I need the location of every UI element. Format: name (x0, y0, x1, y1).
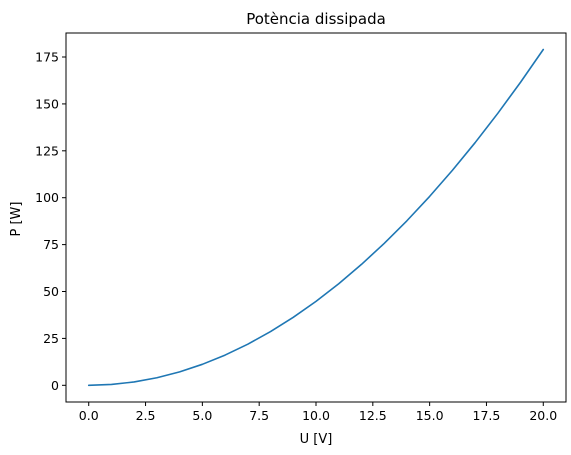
y-tick-label: 50 (43, 284, 59, 299)
x-tick-label: 12.5 (359, 408, 387, 423)
y-tick-label: 125 (35, 143, 59, 158)
x-tick-label: 15.0 (416, 408, 444, 423)
x-tick-label: 17.5 (473, 408, 501, 423)
x-tick-label: 0.0 (79, 408, 99, 423)
series-line (87, 48, 545, 387)
y-axis: 0 25 50 75 100 125 150 175 (35, 50, 66, 393)
y-axis-label: P [W] (9, 202, 24, 237)
y-tick-label: 100 (35, 190, 59, 205)
chart-title: Potència dissipada (246, 10, 386, 28)
x-tick-label: 20.0 (529, 408, 557, 423)
y-tick-label: 150 (35, 96, 59, 111)
y-tick-label: 25 (43, 331, 59, 346)
x-tick-label: 2.5 (136, 408, 156, 423)
x-axis: 0.0 2.5 5.0 7.5 10.0 12.5 15.0 17.5 20.0 (79, 402, 557, 423)
plot-area (87, 48, 545, 387)
y-tick-label: 75 (43, 237, 59, 252)
x-tick-label: 7.5 (249, 408, 269, 423)
y-tick-label: 0 (51, 378, 59, 393)
x-tick-label: 5.0 (192, 408, 212, 423)
x-axis-label: U [V] (300, 432, 333, 447)
x-tick-label: 10.0 (302, 408, 330, 423)
y-tick-label: 175 (35, 50, 59, 65)
plot-frame (65, 32, 567, 403)
